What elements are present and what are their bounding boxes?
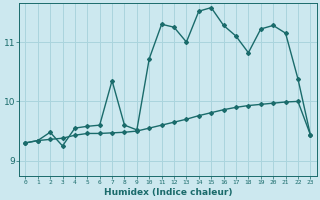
- X-axis label: Humidex (Indice chaleur): Humidex (Indice chaleur): [104, 188, 232, 197]
